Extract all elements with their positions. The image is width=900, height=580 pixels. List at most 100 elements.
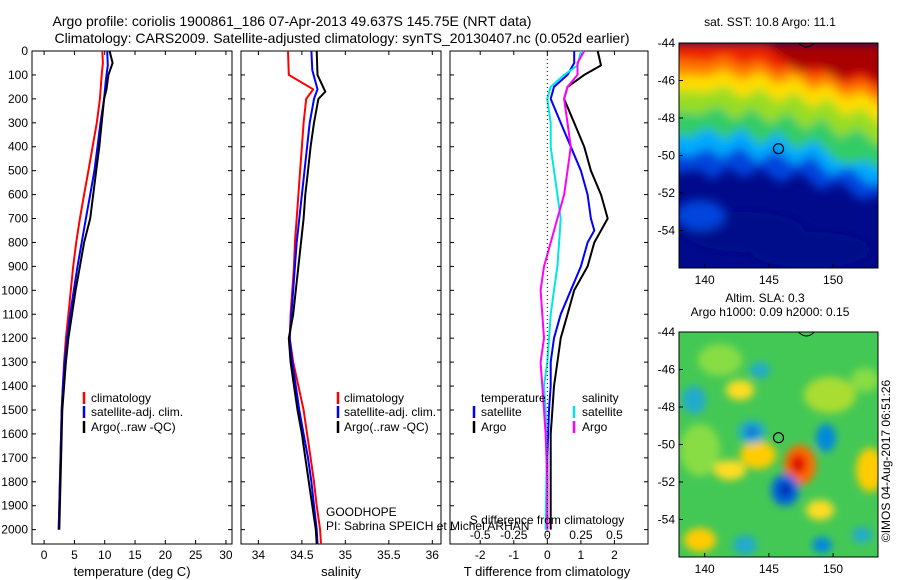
map-y-tick-label: -50 — [658, 149, 676, 163]
contour-line — [798, 42, 815, 48]
legend-s-satellite-label: satellite — [582, 405, 623, 419]
y-tick-label: 900 — [8, 259, 28, 273]
legend-argo-label: Argo(..raw -QC) — [344, 420, 429, 434]
y-tick-label: 1500 — [1, 403, 28, 417]
x-tick-label: 35 — [339, 548, 353, 562]
s-tick-label: 0.25 — [569, 528, 593, 542]
map-x-tick-label: 140 — [695, 273, 715, 287]
temperature-axis-label: temperature (deg C) — [73, 564, 190, 579]
y-tick-label: 1600 — [1, 427, 28, 441]
s-tick-label: 0 — [544, 528, 551, 542]
legend-temperature-title: temperature — [481, 391, 546, 405]
legend-salinity-title: salinity — [582, 391, 619, 405]
x-tick-label: 1 — [578, 548, 585, 562]
s-tick-label: 0.5 — [606, 528, 623, 542]
y-tick-label: 1300 — [1, 355, 28, 369]
temperature-legend: climatology satellite-adj. clim. Argo(..… — [82, 391, 183, 434]
map-y-tick-label: -48 — [658, 111, 676, 125]
x-tick-label: 36 — [426, 548, 440, 562]
legend-satellite-label: satellite-adj. clim. — [344, 405, 436, 419]
map-y-tick-label: -52 — [658, 186, 676, 200]
t-difference-axis-label: T difference from climatology — [464, 564, 631, 579]
figure-title: Argo profile: coriolis 1900861_186 07-Ap… — [53, 13, 532, 29]
legend-t-argo-label: Argo — [481, 420, 507, 434]
argo-float-marker — [772, 432, 785, 444]
legend-argo-label: Argo(..raw -QC) — [91, 420, 176, 434]
y-tick-label: 700 — [8, 212, 28, 226]
map-y-tick-label: -44 — [658, 36, 676, 50]
y-tick-label: 0 — [21, 44, 28, 58]
map-y-tick-label: -54 — [658, 513, 676, 527]
map-y-tick-label: -46 — [658, 74, 676, 88]
y-tick-label: 2000 — [1, 523, 28, 537]
series-line-satellite-adj-clim- — [288, 50, 319, 545]
y-tick-label: 1200 — [1, 331, 28, 345]
legend-t-satellite-label: satellite — [481, 405, 522, 419]
sst-map-axes: 140 145 150 -44 -46 -48 -50 -52 -54 — [658, 36, 844, 287]
series-line-salinity-satellite — [543, 50, 582, 530]
y-tick-label: 400 — [8, 140, 28, 154]
x-tick-label: 25 — [189, 548, 203, 562]
sst-map-title: sat. SST: 10.8 Argo: 11.1 — [704, 15, 836, 29]
project-name: GOODHOPE — [326, 505, 397, 519]
difference-legend: temperature salinity satellite Argo sate… — [472, 391, 623, 434]
series-line-argo-raw-qc- — [287, 50, 327, 545]
s-tick-label: -0.5 — [470, 528, 491, 542]
y-tick-label: 1900 — [1, 499, 28, 513]
sla-map-subtitle: Argo h1000: 0.09 h2000: 0.15 — [691, 305, 850, 319]
x-tick-label: 34.5 — [290, 548, 314, 562]
series-line-argo-raw-qc- — [58, 50, 114, 530]
y-tick-label: 600 — [8, 188, 28, 202]
x-tick-label: -2 — [475, 548, 486, 562]
sla-map-axes: 140 145 150 -44 -46 -48 -50 -52 -54 — [658, 325, 844, 576]
s-tick-label: -0.25 — [500, 528, 528, 542]
map-x-tick-label: 145 — [759, 273, 779, 287]
x-tick-label: 20 — [159, 548, 173, 562]
y-tick-label: 300 — [8, 116, 28, 130]
map-y-tick-label: -44 — [658, 325, 676, 339]
x-tick-label: 10 — [98, 548, 112, 562]
argo-float-marker — [772, 143, 785, 155]
x-tick-label: 0 — [544, 548, 551, 562]
y-tick-label: 1700 — [1, 451, 28, 465]
x-tick-label: 15 — [128, 548, 142, 562]
legend-s-argo-label: Argo — [582, 420, 608, 434]
principal-investigator: PI: Sabrina SPEICH et Michel ARHAN — [326, 519, 529, 533]
s-difference-axis-label: S difference from climatology — [470, 513, 625, 527]
sla-map-title: Altim. SLA: 0.3 — [725, 291, 805, 305]
map-y-tick-label: -52 — [658, 475, 676, 489]
y-tick-label: 1000 — [1, 283, 28, 297]
map-x-tick-label: 150 — [823, 562, 843, 576]
salinity-legend: climatology satellite-adj. clim. Argo(..… — [336, 391, 436, 434]
y-tick-label: 1100 — [2, 307, 28, 321]
x-tick-label: 35.5 — [377, 548, 401, 562]
map-y-tick-label: -46 — [658, 363, 676, 377]
series-line-temperature-satellite — [546, 51, 596, 530]
y-tick-label: 800 — [8, 235, 28, 249]
salinity-axis-label: salinity — [321, 564, 361, 579]
x-tick-label: 2 — [611, 548, 618, 562]
y-tick-label: 500 — [8, 164, 28, 178]
temperature-panel-frame — [31, 50, 233, 545]
copyright-credit: ©IMOS 04-Aug-2017 06:51:26 — [879, 380, 893, 543]
difference-plot: -2 -1 0 1 2 -0.5 -0.25 0 0.25 0.5 — [450, 50, 648, 562]
figure-subtitle: Climatology: CARS2009. Satellite-adjuste… — [54, 30, 629, 46]
salinity-plot: 34 34.5 35 35.5 36 — [241, 50, 441, 562]
legend-satellite-label: satellite-adj. clim. — [91, 405, 183, 419]
series-line-salinity-argo — [539, 50, 586, 530]
y-tick-label: 200 — [8, 92, 28, 106]
x-tick-label: 34 — [252, 548, 266, 562]
map-x-tick-label: 140 — [695, 562, 715, 576]
salinity-panel-frame — [240, 50, 442, 545]
y-tick-label: 1400 — [1, 379, 28, 393]
x-tick-label: -1 — [508, 548, 519, 562]
sla-heatmap — [679, 332, 878, 557]
sst-heatmap — [679, 43, 878, 268]
x-tick-label: 5 — [71, 548, 78, 562]
legend-climatology-label: climatology — [344, 391, 404, 405]
map-y-tick-label: -48 — [658, 400, 676, 414]
contour-line — [798, 331, 815, 337]
difference-panel-frame — [449, 50, 649, 545]
map-x-tick-label: 150 — [823, 273, 843, 287]
